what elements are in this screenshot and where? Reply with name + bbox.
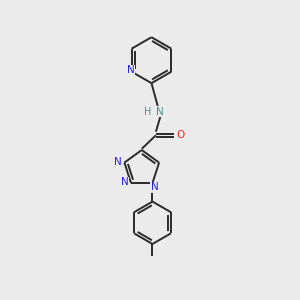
- Text: N: N: [151, 182, 159, 192]
- Text: N: N: [127, 65, 135, 75]
- Text: O: O: [176, 130, 184, 140]
- Text: H: H: [144, 107, 152, 117]
- Text: N: N: [121, 177, 128, 188]
- Text: N: N: [156, 107, 164, 117]
- Text: N: N: [114, 157, 122, 167]
